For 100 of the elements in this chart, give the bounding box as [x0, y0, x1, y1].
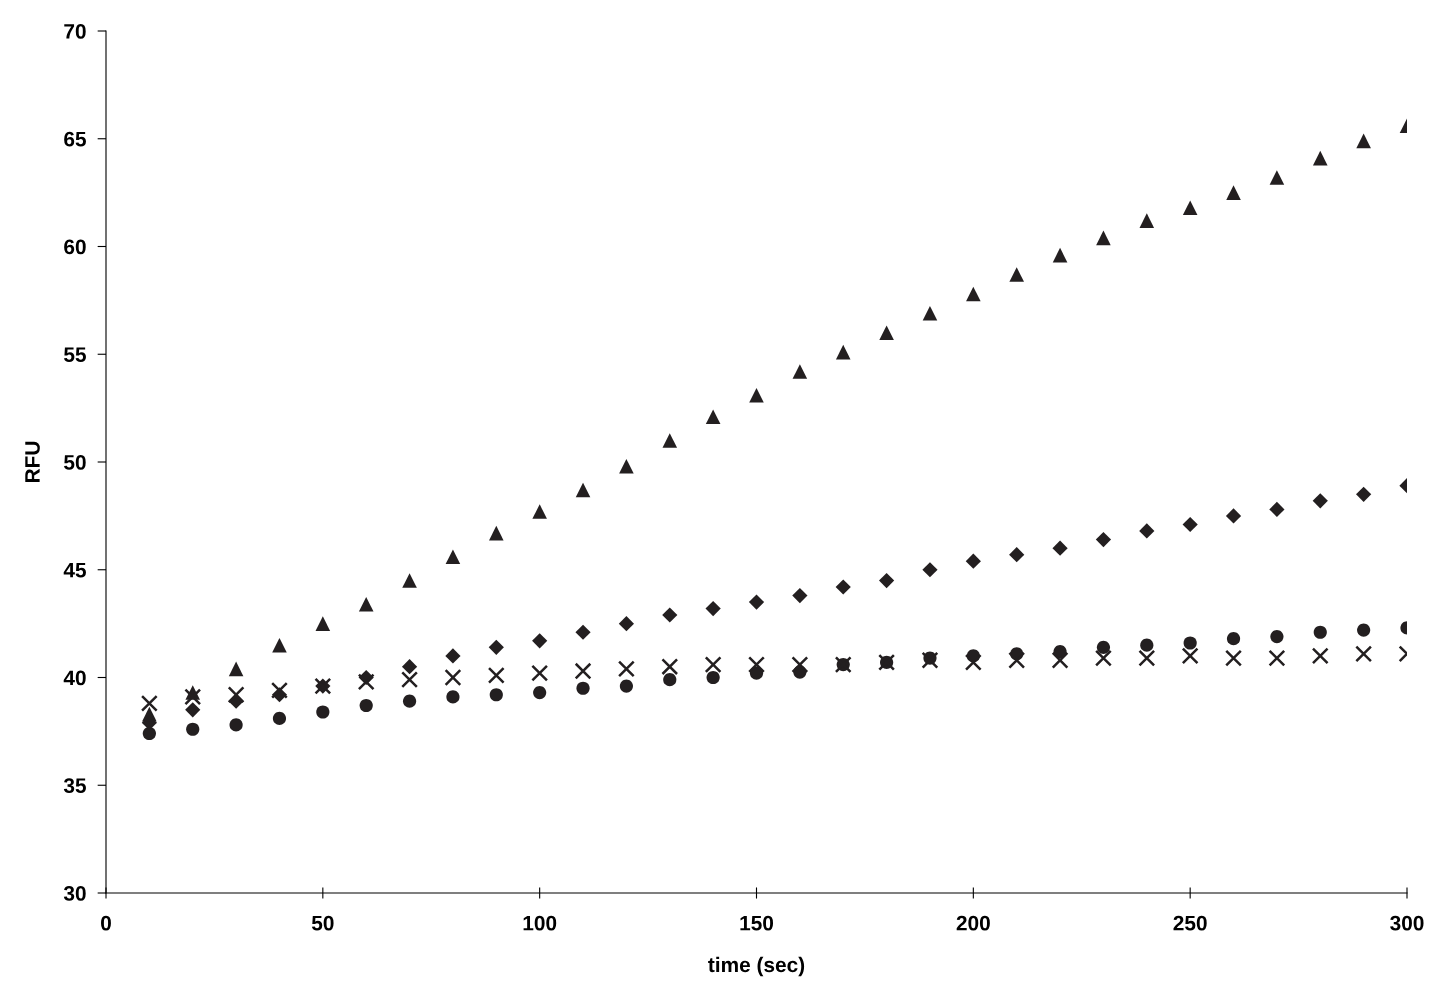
point [1356, 133, 1371, 149]
point [533, 686, 547, 700]
point [747, 656, 766, 674]
point [489, 688, 503, 702]
point [357, 673, 375, 691]
point [446, 690, 460, 704]
point [489, 525, 504, 541]
point [1138, 649, 1156, 667]
point [1182, 200, 1198, 215]
point [401, 671, 419, 689]
point [662, 433, 678, 448]
point [1270, 629, 1284, 644]
point [878, 572, 895, 589]
point [1181, 647, 1199, 665]
point [445, 648, 461, 664]
point [1269, 170, 1285, 185]
point [705, 409, 721, 425]
point [444, 668, 462, 687]
point [966, 286, 981, 302]
x-tick-label: 150 [740, 915, 774, 931]
point [575, 482, 591, 498]
point [574, 662, 592, 680]
point [1139, 213, 1155, 228]
point [1052, 540, 1068, 556]
point [184, 688, 202, 706]
point [1096, 230, 1111, 246]
point [445, 549, 461, 565]
point [402, 573, 417, 588]
point [1096, 640, 1111, 654]
point [618, 616, 635, 632]
y-tick-label: 70 [64, 24, 86, 39]
point [1182, 516, 1198, 533]
x-tick-label: 50 [311, 915, 334, 931]
point [662, 607, 678, 623]
point [749, 387, 764, 403]
point [402, 694, 417, 708]
point [316, 705, 330, 719]
point [1139, 523, 1155, 539]
x-tick-label: 250 [1173, 915, 1207, 931]
point [142, 726, 156, 741]
x-tick-label: 0 [101, 915, 111, 931]
point [1008, 651, 1026, 669]
x-tick-label: 300 [1390, 915, 1424, 931]
point [704, 656, 722, 674]
point [792, 588, 808, 604]
x-tick-label: 100 [523, 915, 557, 931]
point [1355, 645, 1373, 663]
point [1009, 267, 1024, 282]
y-tick-label: 30 [63, 886, 86, 901]
point [1268, 649, 1286, 667]
point [661, 658, 679, 676]
point [576, 681, 590, 695]
point [1052, 247, 1068, 263]
point [227, 686, 245, 704]
y-tick-label: 45 [63, 562, 86, 578]
point [532, 504, 547, 519]
point [1094, 649, 1112, 667]
point [619, 679, 633, 693]
point [1313, 625, 1327, 639]
point [270, 681, 288, 699]
y-tick-label: 55 [64, 347, 86, 362]
point [1269, 501, 1285, 518]
point [1225, 649, 1243, 667]
point [229, 718, 243, 732]
point [1226, 632, 1241, 646]
y-tick-label: 65 [64, 131, 86, 147]
point [272, 711, 287, 726]
point [359, 698, 373, 713]
y-tick-label: 60 [64, 239, 86, 255]
point [835, 579, 851, 595]
point [272, 637, 287, 653]
point [531, 664, 549, 682]
point [748, 594, 765, 610]
point [1183, 636, 1197, 650]
y-axis-title: RFU [25, 441, 40, 483]
point [185, 702, 201, 718]
point [1140, 638, 1154, 652]
point [1312, 493, 1328, 509]
point [140, 694, 158, 712]
point [487, 666, 505, 684]
point [922, 306, 938, 321]
point [1226, 185, 1241, 200]
point [228, 661, 244, 677]
point [142, 706, 157, 722]
point [619, 459, 634, 474]
point [617, 660, 635, 678]
x-tick-label: 200 [956, 915, 990, 931]
point [1357, 623, 1371, 637]
point [1051, 651, 1069, 669]
point [401, 659, 418, 675]
point [532, 633, 548, 649]
point [921, 651, 939, 669]
point [358, 596, 374, 612]
x-axis-title: time (sec) [708, 956, 805, 977]
y-tick-label: 50 [64, 455, 86, 470]
point [488, 639, 504, 655]
point [706, 670, 720, 685]
point [1225, 508, 1242, 524]
point [1095, 531, 1112, 548]
point [835, 344, 851, 360]
